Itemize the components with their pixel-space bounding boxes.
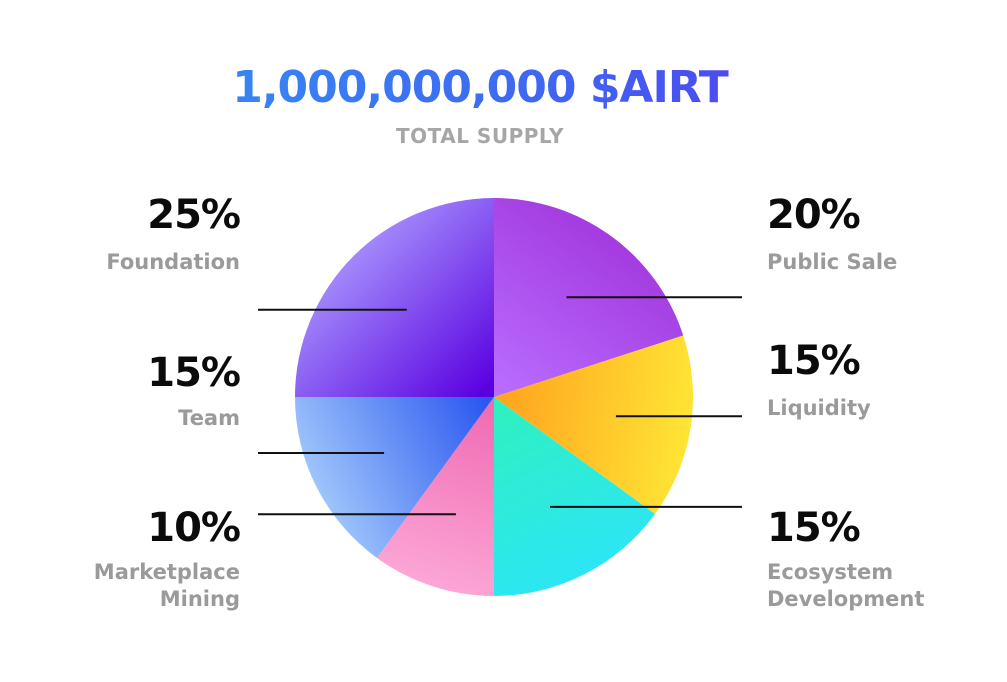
percent-public-sale: 20% [767,192,861,238]
label-public-sale: 20% Public Sale [767,192,1007,276]
name-liquidity: Liquidity [767,396,871,420]
name-ecosystem-development: Ecosystem Development [767,560,925,611]
pie-slice-liquidity [494,335,693,514]
percent-marketplace-mining: 10% [147,505,241,551]
label-liquidity: 15% Liquidity [767,338,1007,422]
name-public-sale: Public Sale [767,250,898,274]
name-marketplace-mining: Marketplace Mining [93,560,240,611]
pie-slice-marketplace-mining [377,397,494,596]
name-foundation: Foundation [106,250,240,274]
percent-team: 15% [147,350,241,396]
chart-subtitle: TOTAL SUPPLY [396,124,564,148]
name-team: Team [178,406,240,430]
pie-slice-ecosystem-development [494,397,655,596]
pie-slice-team [295,397,494,558]
label-marketplace-mining: 10% Marketplace Mining [0,505,241,613]
label-ecosystem-development: 15% Ecosystem Development [767,505,1007,613]
percent-ecosystem-development: 15% [767,505,861,551]
pie-slice-foundation [295,198,494,397]
label-team: 15% Team [0,350,241,432]
percent-foundation: 25% [147,192,241,238]
percent-liquidity: 15% [767,338,861,384]
chart-title: 1,000,000,000 $AIRT [0,62,960,113]
label-foundation: 25% Foundation [0,192,241,276]
